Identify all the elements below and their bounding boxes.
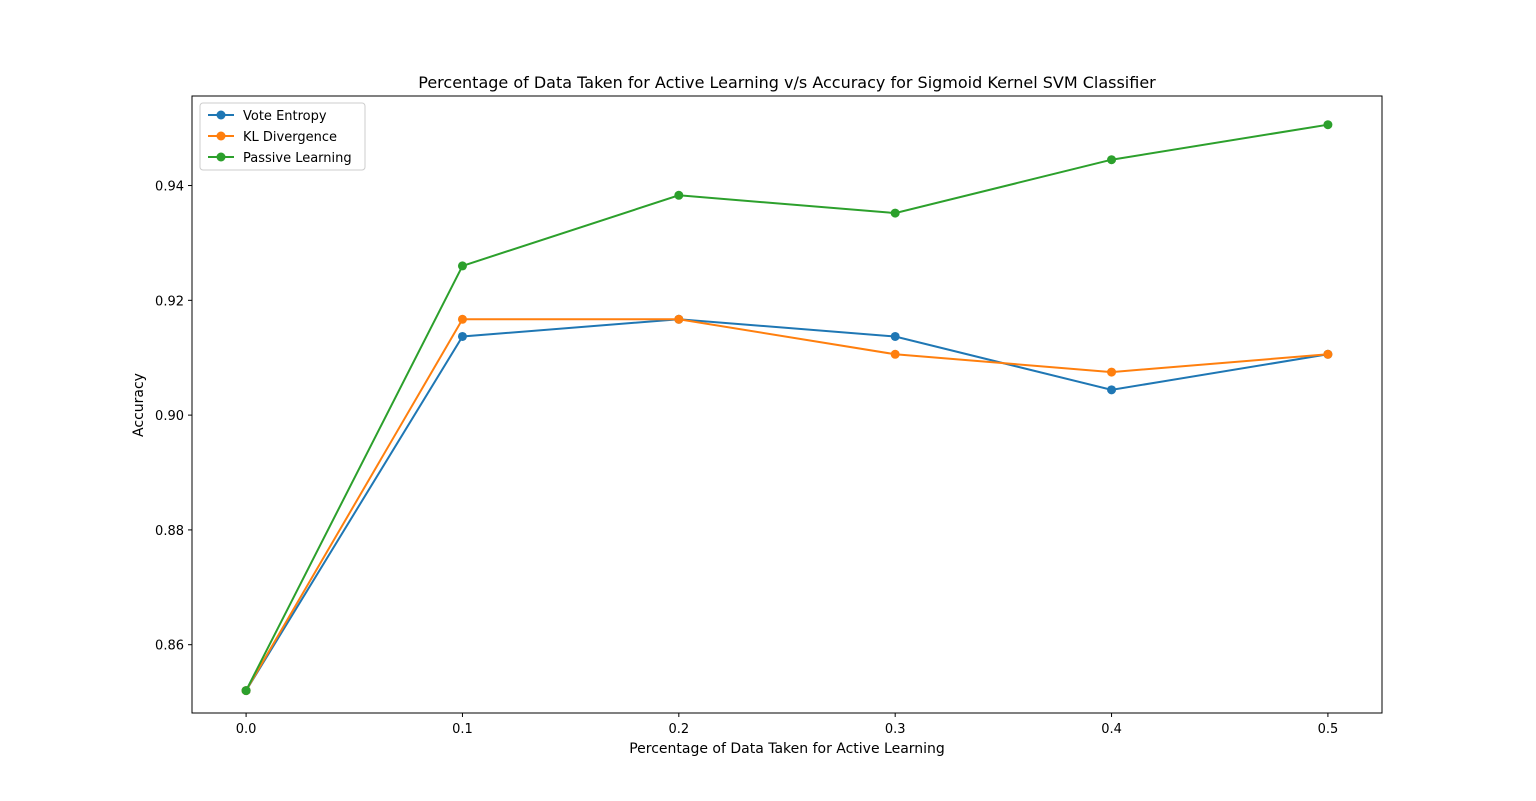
data-point-passive-learning: [457, 261, 467, 271]
x-tick-label: 0.0: [236, 722, 257, 737]
legend-item: Vote Entropy: [208, 109, 327, 124]
legend-marker: [216, 152, 226, 162]
series-line-passive-learning: [245, 123, 1329, 692]
data-point-kl-divergence: [1107, 367, 1117, 377]
y-axis: 0.86 0.88 0.90 0.92 0.94: [155, 180, 192, 654]
data-point-passive-learning: [1323, 120, 1333, 130]
x-axis-label: Percentage of Data Taken for Active Lear…: [629, 741, 945, 757]
plot-area: [191, 95, 1383, 714]
series-group: [241, 120, 1333, 696]
legend-marker: [216, 110, 226, 120]
data-point-passive-learning: [241, 686, 251, 696]
data-point-kl-divergence: [457, 314, 467, 324]
x-tick-label: 0.1: [452, 722, 473, 737]
x-tick-label: 0.4: [1101, 722, 1122, 737]
data-point-kl-divergence: [1323, 349, 1333, 359]
y-tick-label: 0.86: [155, 639, 184, 654]
legend-label: Passive Learning: [243, 151, 352, 166]
series-line-vote-entropy: [245, 318, 1329, 692]
y-axis-label: Accuracy: [131, 373, 147, 437]
series-vote-entropy: [241, 314, 1333, 696]
x-tick-label: 0.2: [668, 722, 689, 737]
data-point-kl-divergence: [890, 349, 900, 359]
data-point-passive-learning: [1107, 155, 1117, 165]
legend-label: KL Divergence: [243, 130, 337, 145]
legend-frame: [199, 102, 366, 171]
data-point-vote-entropy: [890, 331, 900, 341]
legend: Vote Entropy KL Divergence Passive Learnin…: [199, 102, 366, 171]
data-point-kl-divergence: [674, 314, 684, 324]
x-tick-label: 0.5: [1318, 722, 1339, 737]
data-point-vote-entropy: [457, 331, 467, 341]
series-kl-divergence: [241, 314, 1333, 696]
legend-item: Passive Learning: [208, 151, 352, 166]
data-point-vote-entropy: [1107, 385, 1117, 395]
legend-marker: [216, 131, 226, 141]
chart-title: Percentage of Data Taken for Active Lear…: [418, 73, 1156, 92]
y-tick-label: 0.88: [155, 524, 184, 539]
series-line-kl-divergence: [245, 318, 1328, 692]
legend-label: Vote Entropy: [243, 109, 327, 124]
y-tick-label: 0.94: [155, 180, 184, 195]
series-passive-learning: [241, 120, 1333, 696]
y-tick-label: 0.90: [155, 409, 184, 424]
legend-item: KL Divergence: [208, 130, 337, 145]
y-tick-label: 0.92: [155, 294, 184, 309]
data-point-passive-learning: [674, 190, 684, 200]
data-point-passive-learning: [890, 208, 900, 218]
x-axis: 0.0 0.1 0.2 0.3 0.4 0.5: [236, 713, 1339, 737]
x-tick-label: 0.3: [885, 722, 906, 737]
